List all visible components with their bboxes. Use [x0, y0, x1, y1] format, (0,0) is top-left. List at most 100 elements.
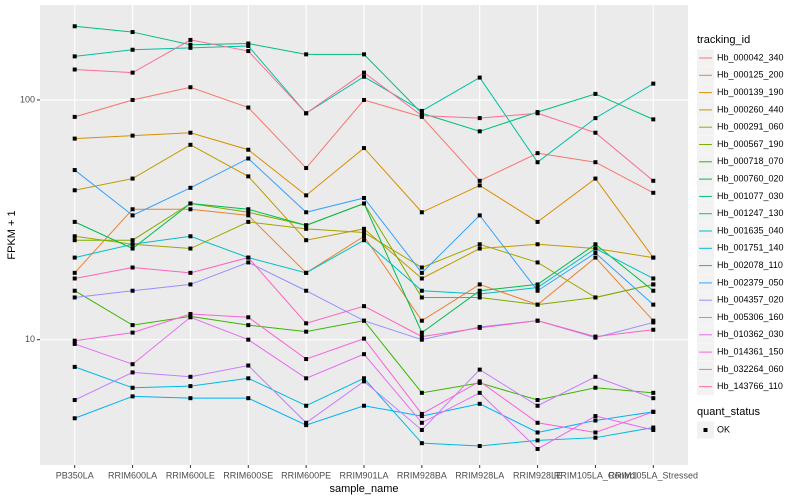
data-point — [304, 111, 309, 116]
data-point — [535, 111, 540, 116]
data-point — [535, 151, 540, 156]
data-point — [130, 323, 135, 328]
data-point — [72, 364, 77, 369]
data-point — [304, 166, 309, 171]
data-point — [304, 193, 309, 198]
data-point — [188, 311, 193, 316]
data-point — [304, 329, 309, 334]
data-point — [130, 288, 135, 293]
x-tick-label: RRIM600LE — [166, 470, 215, 480]
legend-label: Hb_000760_020 — [717, 173, 784, 183]
x-tick-label: RRIM928LA — [455, 470, 504, 480]
data-point — [130, 176, 135, 181]
data-point — [419, 295, 424, 300]
data-point — [130, 330, 135, 335]
data-point — [477, 288, 482, 293]
data-point — [304, 270, 309, 275]
data-point — [130, 133, 135, 138]
data-point — [362, 201, 366, 206]
legend-label: Hb_004357_020 — [717, 295, 784, 305]
data-point — [419, 270, 424, 275]
data-point — [535, 288, 540, 293]
data-point — [651, 255, 656, 260]
data-point — [477, 242, 482, 247]
data-point — [246, 337, 251, 342]
x-tick-label: RRIM600SE — [223, 470, 273, 480]
data-point — [362, 195, 366, 200]
legend-label: Hb_005306_160 — [717, 312, 784, 322]
data-point — [304, 376, 309, 381]
data-point — [651, 396, 656, 401]
data-point — [651, 276, 656, 281]
data-point — [651, 288, 656, 293]
x-tick-label: PB350LA — [56, 470, 94, 480]
data-point — [651, 282, 656, 287]
data-point — [304, 420, 309, 425]
data-point — [188, 207, 193, 212]
data-point — [651, 390, 656, 395]
data-point — [72, 67, 77, 72]
data-point — [593, 246, 598, 251]
data-point — [188, 282, 193, 287]
data-point — [651, 117, 656, 122]
data-point — [477, 129, 482, 134]
data-point — [72, 338, 77, 343]
data-point — [651, 327, 656, 332]
x-tick-label: RRIM600LA — [108, 470, 157, 480]
data-point — [188, 384, 193, 389]
data-point — [130, 246, 135, 251]
data-point — [419, 330, 424, 335]
data-point — [72, 234, 77, 239]
legend-label: Hb_000125_200 — [717, 70, 784, 80]
data-point — [246, 174, 251, 179]
data-point — [535, 420, 540, 425]
data-point — [477, 282, 482, 287]
data-point — [593, 91, 598, 96]
data-point — [535, 242, 540, 247]
data-point — [362, 146, 366, 151]
data-point — [72, 276, 77, 281]
data-point — [72, 270, 77, 275]
data-point — [304, 210, 309, 215]
data-point — [535, 430, 540, 435]
data-point — [188, 374, 193, 379]
data-point — [304, 238, 309, 243]
data-point — [419, 210, 424, 215]
data-point — [130, 97, 135, 102]
data-point — [362, 403, 366, 408]
data-point — [535, 260, 540, 265]
data-point — [651, 320, 656, 325]
data-point — [304, 52, 309, 57]
y-tick-label: 10 — [25, 334, 35, 344]
data-point — [651, 81, 656, 86]
data-point — [304, 223, 309, 228]
data-point — [246, 260, 251, 265]
data-point — [304, 423, 309, 428]
data-point — [188, 246, 193, 251]
data-point — [362, 70, 366, 75]
data-point — [72, 136, 77, 141]
data-point — [130, 238, 135, 243]
data-point — [535, 403, 540, 408]
data-point — [246, 396, 251, 401]
legend-title: quant_status — [697, 406, 760, 418]
data-point — [477, 75, 482, 80]
data-point — [246, 43, 251, 48]
data-point — [362, 238, 366, 243]
legend-label: Hb_000718_070 — [717, 156, 784, 166]
data-point — [130, 265, 135, 270]
legend-label: Hb_000567_190 — [717, 139, 784, 149]
data-point — [419, 441, 424, 446]
data-point — [362, 318, 366, 323]
data-point — [72, 398, 77, 403]
y-axis-title: FPKM + 1 — [6, 210, 18, 259]
data-point — [651, 190, 656, 195]
data-point — [535, 282, 540, 287]
data-point — [419, 420, 424, 425]
legend-label: Hb_014361_150 — [717, 346, 784, 356]
data-point — [246, 255, 251, 260]
data-point — [419, 334, 424, 339]
data-point — [304, 403, 309, 408]
data-point — [477, 367, 482, 372]
data-point — [419, 318, 424, 323]
